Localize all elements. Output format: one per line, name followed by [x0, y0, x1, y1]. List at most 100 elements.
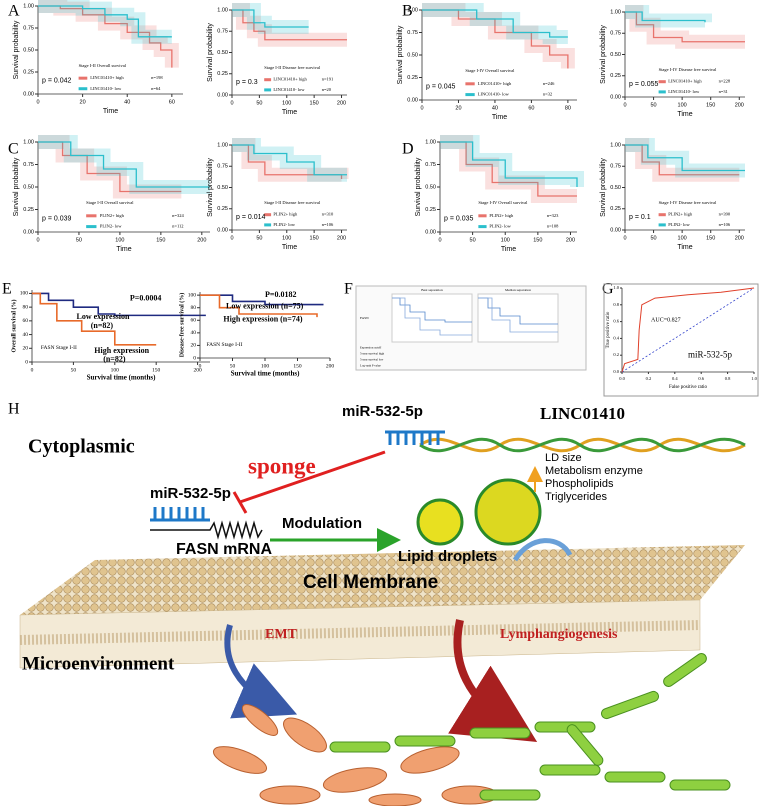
- x-tick-label: 150: [310, 235, 319, 241]
- panel-frame: [603, 283, 759, 397]
- x-tick-label: 50: [76, 237, 82, 243]
- panel-letter: G: [602, 281, 614, 298]
- panel-subtitle: Stage I-II Disease free survival: [264, 65, 321, 70]
- label: LINC01410: [540, 404, 625, 423]
- y-axis-label: Survival probability: [600, 158, 607, 217]
- y-tick-label: 1.0: [613, 285, 619, 290]
- annotation: FASN Stage I-II: [41, 345, 77, 351]
- lymph-vessels: [329, 653, 731, 801]
- mirna-comb: [150, 507, 210, 522]
- x-tick-label: 200: [735, 235, 744, 241]
- x-tick-label: 200: [735, 102, 744, 108]
- table-header: Best separation: [421, 288, 443, 292]
- legend-n: n=390: [719, 212, 731, 217]
- x-tick-label: 150: [706, 235, 715, 241]
- y-tick-label: 0.00: [23, 91, 34, 97]
- curve: [392, 297, 472, 323]
- curve: [478, 297, 558, 325]
- y-tick-label: 0.75: [23, 162, 34, 168]
- y-tick-label: 0.75: [217, 164, 228, 170]
- x-tick-label: 150: [310, 100, 319, 106]
- row-label: Log-rank P value: [360, 364, 381, 368]
- annotation: miR-532-5p: [688, 349, 732, 359]
- y-axis-label: Survival probability: [13, 20, 20, 79]
- x-tick-label: 50: [256, 100, 262, 106]
- survival-curve: [625, 144, 745, 172]
- legend-n: n=64: [151, 86, 161, 91]
- x-tick-label: 0: [230, 235, 233, 241]
- x-tick-label: 200: [326, 363, 335, 369]
- y-tick-label: 0.50: [610, 185, 621, 191]
- label: Modulation: [282, 515, 362, 532]
- y-tick-label: 0.4: [613, 335, 619, 340]
- legend-label: PLIN2+ high: [100, 213, 125, 218]
- panel-subtitle: Stage I-IV Overall survival: [478, 200, 528, 205]
- y-tick-label: 1.00: [217, 7, 228, 13]
- y-tick-label: 1.00: [23, 3, 34, 9]
- annotation: P=0.0004: [130, 293, 161, 302]
- lipid-droplet: [474, 478, 542, 546]
- y-tick-label: 40: [23, 332, 29, 338]
- y-tick-label: 0.75: [217, 29, 228, 35]
- panel-subtitle: Stage I-IV Disease free survival: [659, 200, 717, 205]
- legend-label: LINC01410- low: [668, 89, 700, 94]
- y-tick-label: 0.8: [613, 302, 619, 307]
- p-value: p = 0.1: [629, 214, 651, 221]
- survival-curve: [440, 141, 577, 197]
- y-tick-label: 80: [23, 304, 29, 310]
- p-value: p = 0.045: [426, 83, 455, 90]
- mirna-comb: [385, 430, 445, 445]
- label: Microenvironment: [22, 653, 175, 674]
- x-tick-label: 0.0: [619, 376, 625, 381]
- x-tick-label: 50: [651, 235, 657, 241]
- legend-label: LINC01410+ high: [478, 81, 512, 86]
- x-tick-label: 0: [199, 363, 202, 369]
- panel-subtitle: Stage I-II Disease free survival: [264, 200, 321, 205]
- label: FASN mRNA: [176, 541, 272, 558]
- y-tick-label: 0.25: [610, 206, 621, 212]
- x-tick-label: 200: [197, 237, 206, 243]
- y-axis-label: Survival probability: [207, 158, 214, 217]
- survival-curve: [232, 144, 347, 176]
- y-tick-label: 0.50: [425, 184, 436, 190]
- x-tick-label: 0: [36, 99, 39, 105]
- y-axis-label: Survival probability: [207, 23, 214, 82]
- y-tick-label: 0.75: [407, 30, 418, 36]
- row-label: 5-year survival low: [360, 358, 384, 362]
- row-label: FASN: [360, 316, 369, 320]
- legend-label: PLIN2+ high: [273, 212, 298, 217]
- y-tick-label: 0.50: [217, 50, 228, 56]
- legend-label: LINC01410- low: [273, 87, 305, 92]
- x-tick-label: 50: [470, 237, 476, 243]
- label: sponge: [248, 453, 316, 478]
- x-tick-label: 0: [36, 237, 39, 243]
- y-tick-label: 0.2: [613, 352, 619, 357]
- x-tick-label: 0.6: [698, 376, 704, 381]
- legend-n: n=324: [172, 213, 184, 218]
- p-value: p = 0.3: [236, 79, 258, 86]
- y-axis-label: Survival probability: [397, 25, 404, 84]
- y-axis-label: Survival probability: [415, 157, 422, 216]
- arrow: [448, 619, 538, 742]
- x-axis-label: Time: [501, 246, 516, 253]
- legend-label: PLIN2+ high: [489, 213, 514, 218]
- row-label: 5-year survival high: [360, 352, 385, 356]
- y-tick-label: 0.00: [217, 92, 228, 98]
- y-tick-label: 0.75: [610, 164, 621, 170]
- legend-label: PLIN2- low: [668, 222, 690, 227]
- y-tick-label: 100: [188, 292, 197, 298]
- x-axis-label: Time: [282, 244, 297, 251]
- x-tick-label: 100: [111, 367, 120, 373]
- curve: [392, 297, 472, 336]
- y-tick-label: 1.00: [610, 142, 621, 148]
- x-tick-label: 100: [678, 102, 687, 108]
- effect-label: Triglycerides: [545, 491, 607, 503]
- effect-label: Metabolism enzyme: [545, 465, 643, 477]
- x-axis-label: Time: [103, 108, 118, 115]
- legend-n: n=112: [172, 224, 183, 229]
- y-axis-label: Disease-free survival (%): [178, 293, 185, 358]
- x-tick-label: 100: [282, 235, 291, 241]
- y-tick-label: 0.25: [610, 73, 621, 79]
- y-tick-label: 1.00: [23, 139, 34, 145]
- x-tick-label: 0: [31, 367, 34, 373]
